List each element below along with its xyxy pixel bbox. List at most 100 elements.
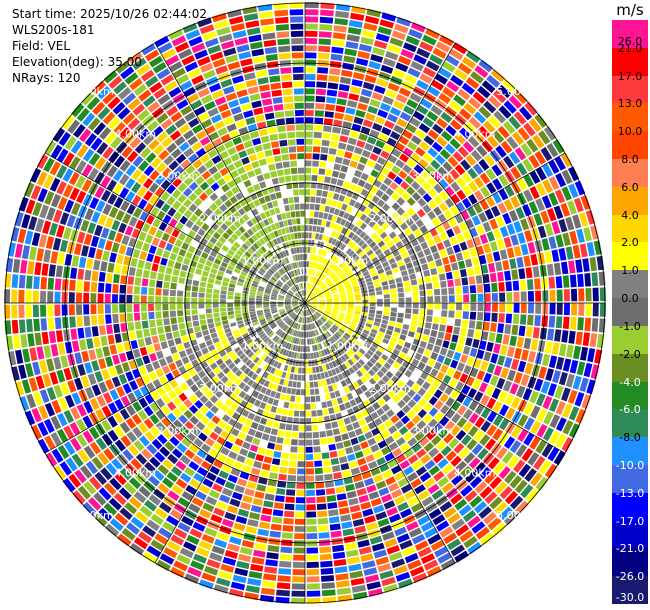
velocity-gate bbox=[14, 381, 25, 396]
velocity-gate bbox=[292, 66, 304, 73]
velocity-gate bbox=[71, 392, 82, 405]
velocity-gate bbox=[64, 341, 73, 354]
velocity-gate bbox=[212, 483, 223, 493]
velocity-gate bbox=[334, 240, 340, 247]
velocity-gate bbox=[334, 566, 348, 574]
velocity-gate bbox=[278, 269, 284, 275]
velocity-gate bbox=[76, 144, 89, 158]
velocity-gate bbox=[487, 517, 502, 531]
velocity-gate bbox=[314, 329, 318, 336]
velocity-gate bbox=[234, 306, 241, 311]
velocity-gate bbox=[456, 294, 462, 302]
velocity-gate bbox=[181, 491, 194, 502]
velocity-gate bbox=[463, 536, 478, 549]
velocity-gate bbox=[207, 371, 216, 380]
velocity-gate bbox=[313, 139, 322, 146]
velocity-gate bbox=[234, 332, 241, 339]
velocity-gate bbox=[254, 542, 267, 551]
velocity-gate bbox=[407, 437, 418, 447]
velocity-gate bbox=[492, 90, 507, 104]
velocity-gate bbox=[521, 448, 534, 462]
velocity-gate bbox=[345, 316, 352, 321]
velocity-gate bbox=[97, 214, 108, 226]
velocity-gate bbox=[316, 496, 326, 503]
velocity-gate bbox=[456, 177, 467, 188]
velocity-gate bbox=[243, 318, 251, 323]
velocity-gate bbox=[364, 477, 375, 487]
velocity-gate bbox=[93, 259, 101, 271]
velocity-gate bbox=[349, 86, 362, 94]
velocity-gate bbox=[325, 322, 331, 328]
velocity-gate bbox=[336, 349, 343, 356]
velocity-gate bbox=[319, 264, 324, 271]
velocity-gate bbox=[210, 114, 222, 124]
velocity-gate bbox=[395, 186, 405, 196]
velocity-gate bbox=[105, 523, 120, 537]
velocity-gate bbox=[350, 253, 358, 260]
velocity-gate bbox=[324, 290, 330, 295]
velocity-gate bbox=[476, 145, 488, 157]
velocity-gate bbox=[395, 344, 403, 351]
velocity-gate bbox=[524, 362, 534, 375]
velocity-gate bbox=[409, 169, 419, 180]
velocity-gate bbox=[544, 463, 558, 479]
velocity-gate bbox=[403, 466, 414, 476]
velocity-gate bbox=[85, 386, 95, 400]
velocity-gate bbox=[346, 100, 358, 108]
velocity-gate bbox=[274, 495, 285, 503]
velocity-gate bbox=[442, 340, 450, 349]
velocity-gate bbox=[241, 293, 249, 297]
velocity-gate bbox=[275, 162, 283, 170]
velocity-gate bbox=[339, 274, 346, 280]
velocity-gate bbox=[162, 250, 171, 259]
velocity-gate bbox=[394, 420, 404, 430]
velocity-gate bbox=[528, 303, 534, 314]
velocity-gate bbox=[191, 291, 198, 298]
velocity-gate bbox=[302, 317, 304, 324]
velocity-gate bbox=[286, 387, 292, 395]
velocity-gate bbox=[270, 303, 277, 305]
velocity-gate bbox=[262, 254, 269, 261]
velocity-gate bbox=[448, 378, 458, 388]
velocity-gate bbox=[400, 222, 409, 231]
velocity-gate bbox=[319, 282, 325, 288]
velocity-gate bbox=[295, 307, 300, 313]
velocity-gate bbox=[326, 260, 332, 267]
velocity-gate bbox=[490, 353, 499, 364]
velocity-gate bbox=[170, 282, 177, 290]
velocity-gate bbox=[539, 264, 547, 277]
velocity-gate bbox=[308, 268, 311, 275]
velocity-gate bbox=[256, 240, 263, 247]
velocity-gate bbox=[172, 177, 182, 188]
velocity-gate bbox=[247, 379, 254, 387]
velocity-gate bbox=[205, 339, 213, 347]
velocity-gate bbox=[322, 286, 328, 292]
velocity-gate bbox=[384, 419, 394, 429]
velocity-gate bbox=[329, 207, 336, 214]
velocity-gate bbox=[283, 518, 294, 525]
velocity-gate bbox=[322, 325, 327, 331]
velocity-gate bbox=[337, 419, 345, 427]
velocity-gate bbox=[180, 159, 191, 170]
velocity-gate bbox=[332, 343, 338, 350]
velocity-gate bbox=[181, 437, 192, 448]
colorbar-tick-label: 21.0 bbox=[617, 41, 643, 55]
velocity-gate bbox=[62, 478, 76, 493]
velocity-gate bbox=[220, 307, 227, 312]
velocity-gate bbox=[306, 497, 316, 504]
colorbar-segment bbox=[612, 548, 648, 577]
velocity-gate bbox=[348, 460, 358, 469]
velocity-gate bbox=[121, 362, 131, 373]
velocity-gate bbox=[440, 558, 456, 571]
velocity-gate bbox=[456, 362, 465, 372]
velocity-gate bbox=[248, 341, 255, 348]
velocity-gate bbox=[418, 398, 427, 408]
velocity-gate bbox=[293, 410, 300, 417]
velocity-gate bbox=[317, 241, 321, 248]
velocity-gate bbox=[412, 308, 419, 315]
velocity-gate bbox=[476, 224, 485, 235]
velocity-gate bbox=[119, 173, 130, 186]
velocity-gate bbox=[468, 320, 476, 329]
velocity-gate bbox=[405, 217, 414, 227]
velocity-gate bbox=[51, 400, 62, 414]
